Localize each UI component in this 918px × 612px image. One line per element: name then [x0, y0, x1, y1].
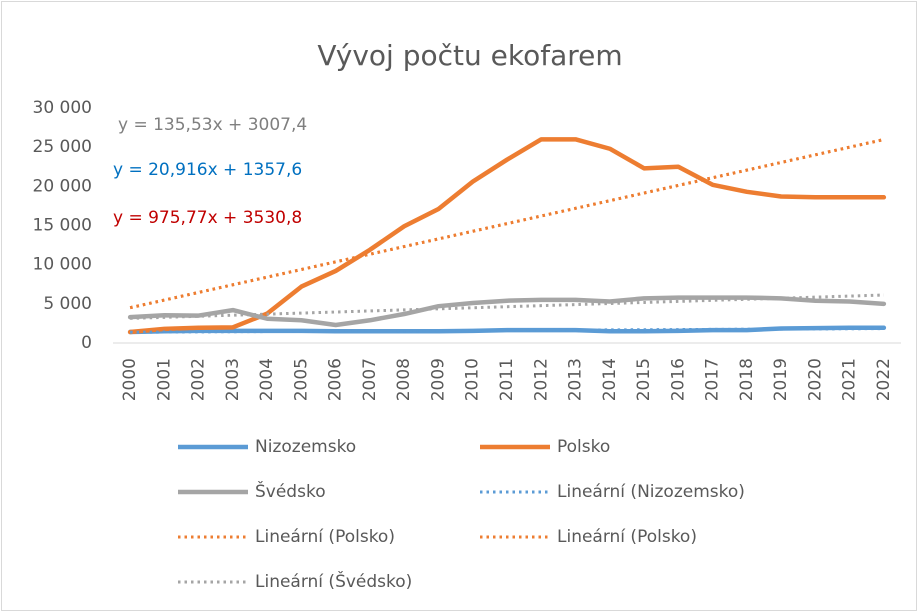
legend-label: Nizozemsko — [255, 437, 356, 457]
x-tick-label: 2016 — [668, 358, 688, 401]
x-tick-label: 2020 — [805, 358, 825, 401]
annotation: y = 135,53x + 3007,4 — [118, 115, 307, 135]
legend-label: Švédsko — [255, 480, 326, 502]
trend-line — [129, 138, 885, 310]
annotation: y = 975,77x + 3530,8 — [113, 208, 302, 228]
y-tick-label: 20 000 — [33, 176, 92, 196]
x-tick-label: 2022 — [874, 358, 894, 401]
legend-label: Polsko — [557, 437, 610, 457]
legend-label: Lineární (Polsko) — [557, 527, 697, 547]
x-tick-label: 2002 — [189, 358, 209, 401]
x-tick-label: 2006 — [326, 358, 346, 401]
x-tick-label: 2008 — [394, 358, 414, 401]
x-tick-label: 2021 — [840, 358, 860, 401]
x-tick-label: 2007 — [360, 358, 380, 401]
y-tick-label: 15 000 — [33, 216, 92, 236]
legend-label: Lineární (Polsko) — [255, 527, 395, 547]
x-tick-label: 2010 — [463, 358, 483, 401]
x-tick-label: 2015 — [634, 358, 654, 401]
y-tick-label: 10 000 — [33, 255, 92, 275]
x-tick-label: 2011 — [497, 358, 517, 401]
y-tick-label: 25 000 — [33, 137, 92, 157]
legend-label: Lineární (Nizozemsko) — [557, 482, 745, 502]
x-tick-label: 2013 — [566, 358, 586, 401]
trend-line — [130, 327, 884, 334]
chart-title: Vývoj počtu ekofarem — [317, 39, 622, 72]
x-tick-label: 2005 — [291, 358, 311, 401]
series-line — [127, 137, 887, 335]
x-tick-label: 2001 — [154, 358, 174, 401]
y-tick-label: 5 000 — [43, 294, 92, 314]
trend-line — [130, 293, 884, 320]
x-tick-label: 2018 — [737, 358, 757, 401]
x-tick-label: 2014 — [600, 358, 620, 401]
x-tick-label: 2009 — [428, 358, 448, 401]
annotation: y = 20,916x + 1357,6 — [113, 160, 302, 180]
y-tick-label: 30 000 — [33, 98, 92, 118]
legend-label: Lineární (Švédsko) — [255, 570, 412, 592]
x-tick-label: 2004 — [257, 358, 277, 401]
y-tick-label: 0 — [81, 333, 92, 353]
x-tick-label: 2003 — [223, 358, 243, 401]
x-tick-label: 2017 — [703, 358, 723, 401]
x-tick-label: 2000 — [120, 358, 140, 401]
x-tick-label: 2012 — [531, 358, 551, 401]
x-tick-label: 2019 — [771, 358, 791, 401]
